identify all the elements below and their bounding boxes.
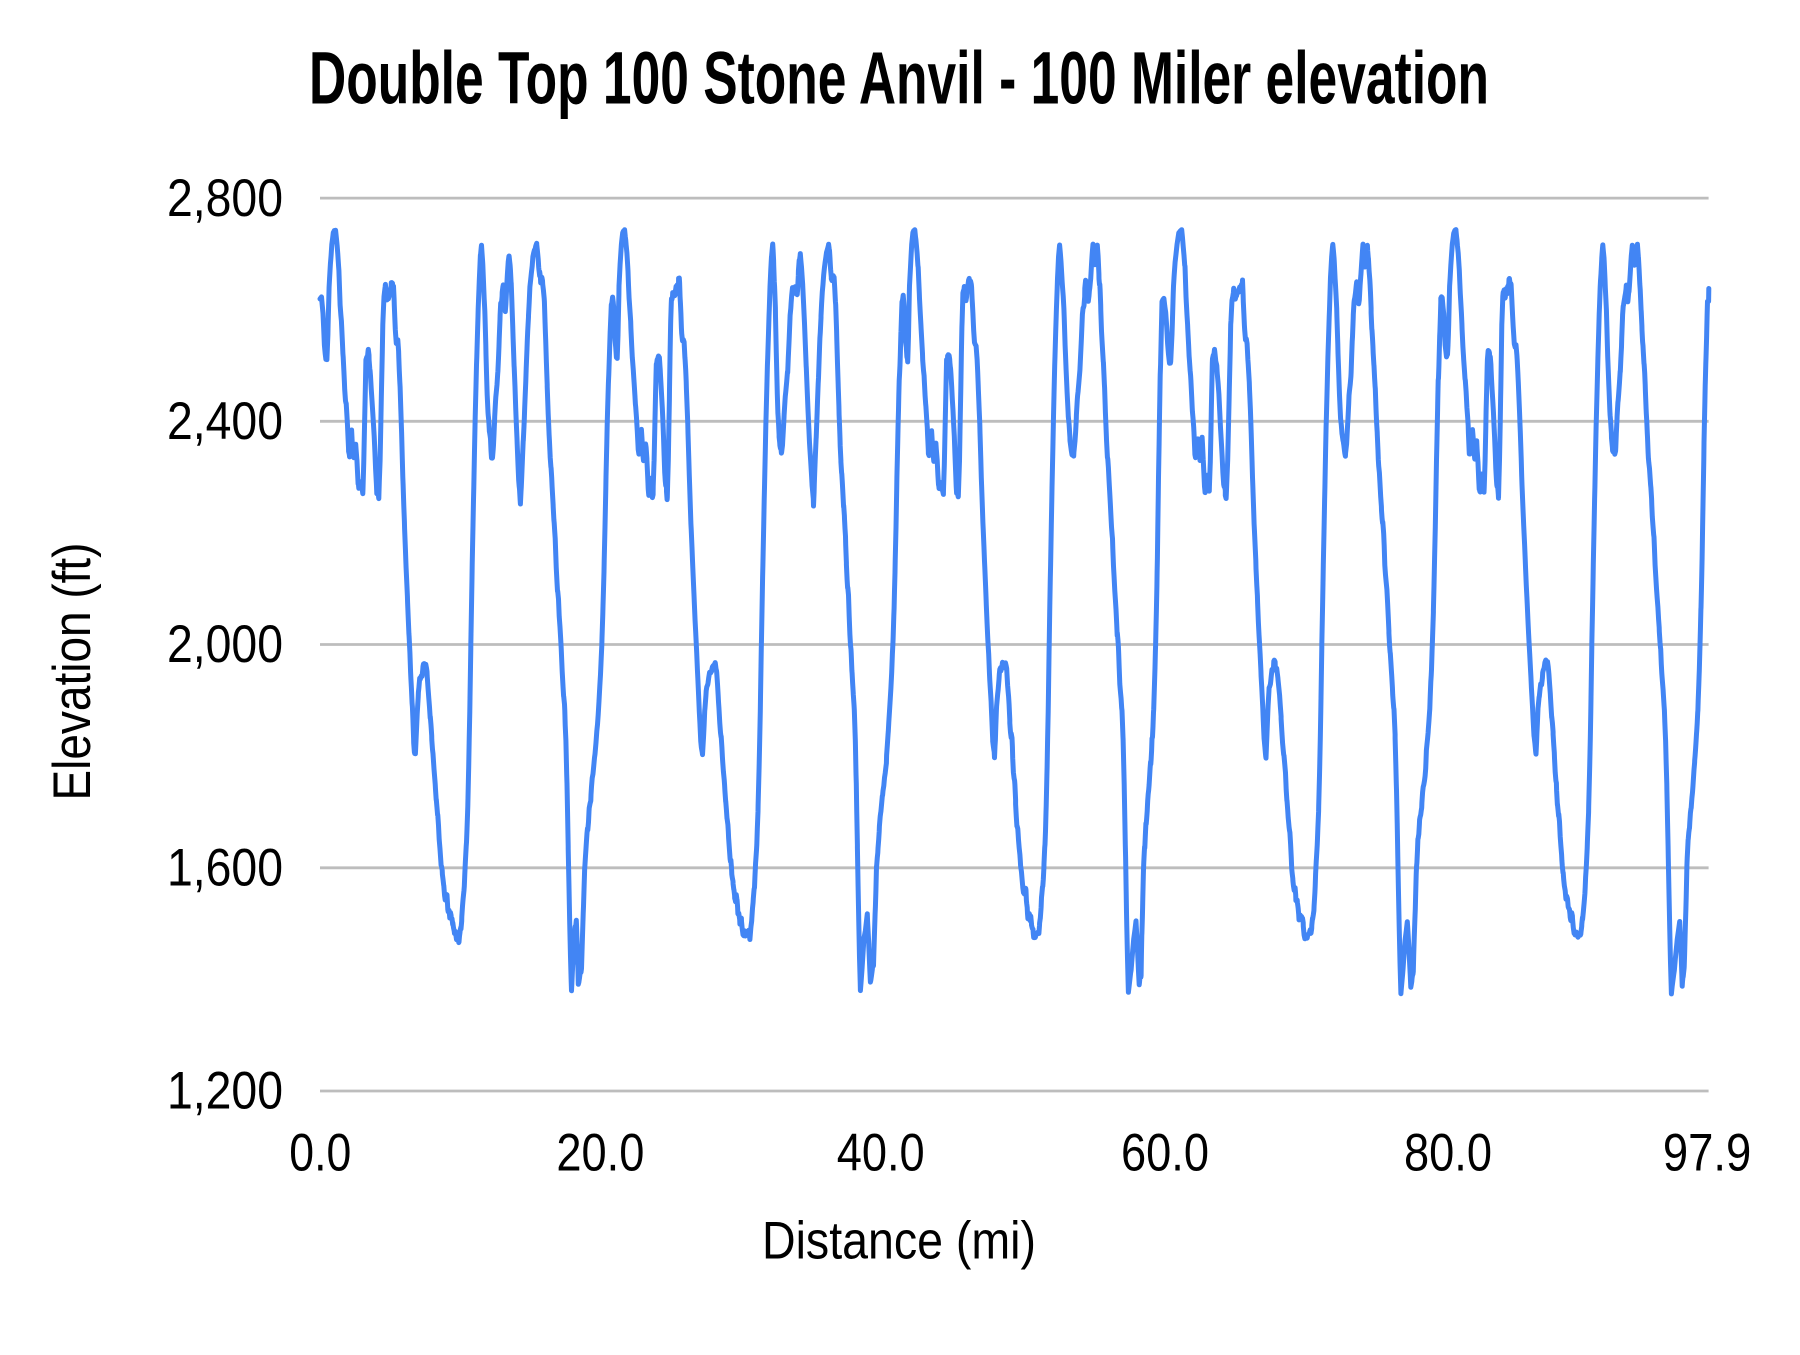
svg-text:20.0: 20.0 [556,1123,644,1182]
svg-text:Distance (mi): Distance (mi) [762,1212,1036,1271]
svg-text:2,400: 2,400 [167,392,283,451]
svg-text:80.0: 80.0 [1404,1123,1492,1182]
svg-text:1,600: 1,600 [167,839,283,898]
svg-text:1,200: 1,200 [167,1062,283,1121]
svg-text:Elevation (ft): Elevation (ft) [43,543,102,801]
svg-text:40.0: 40.0 [837,1123,925,1182]
svg-text:97.9: 97.9 [1663,1123,1751,1182]
svg-text:0.0: 0.0 [289,1123,351,1182]
svg-text:Double Top 100 Stone Anvil - 1: Double Top 100 Stone Anvil - 100 Miler e… [309,37,1489,120]
svg-text:60.0: 60.0 [1121,1123,1209,1182]
svg-text:2,800: 2,800 [167,169,283,228]
svg-text:2,000: 2,000 [167,615,283,674]
